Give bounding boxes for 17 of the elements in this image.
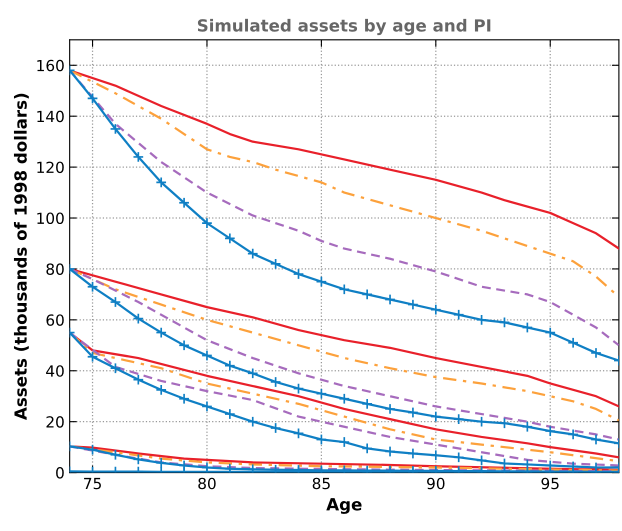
y-tick-label: 20 [46, 416, 64, 428]
y-tick-label: 120 [37, 162, 64, 174]
y-tick-label: 80 [46, 263, 64, 275]
y-tick-label: 0 [56, 467, 64, 479]
y-axis-title: Assets (thousands of 1998 dollars) [14, 94, 29, 420]
y-tick-label: 40 [46, 365, 64, 377]
y-tick-label: 60 [46, 314, 64, 326]
x-tick-label: 85 [312, 478, 330, 490]
x-tick-label: 75 [84, 478, 101, 490]
chart-title: Simulated assets by age and PI [198, 18, 490, 36]
x-tick-label: 90 [427, 478, 445, 490]
y-tick-label: 160 [37, 60, 64, 72]
x-tick-label: 95 [541, 478, 559, 490]
x-tick-label: 80 [198, 478, 216, 490]
x-axis-title: Age [326, 498, 362, 514]
y-tick-label: 100 [37, 212, 64, 224]
y-tick-label: 140 [37, 110, 64, 122]
